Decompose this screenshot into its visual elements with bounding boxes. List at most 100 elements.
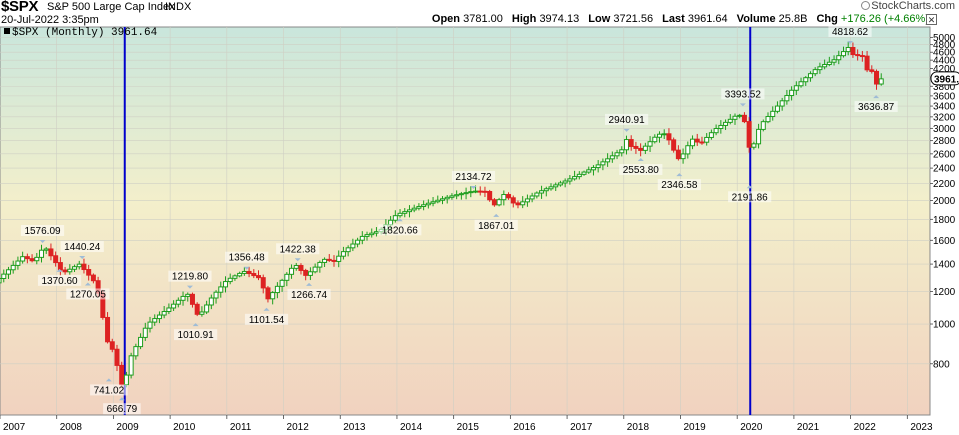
candle-body <box>524 198 530 203</box>
candle-body <box>694 138 700 143</box>
low-value: 3721.56 <box>613 13 654 25</box>
candle-body <box>657 133 663 138</box>
candle-body <box>874 70 880 85</box>
candle-body <box>473 190 479 193</box>
y-tick-label: 3400 <box>933 102 956 113</box>
x-tick-label: 2017 <box>570 422 593 433</box>
x-tick-label: 2016 <box>513 422 536 433</box>
candle-body <box>161 311 167 316</box>
candle-body <box>609 155 615 160</box>
candle-body <box>81 263 87 271</box>
annotation-bg <box>60 241 104 253</box>
candle-body <box>661 133 667 136</box>
candle-body <box>232 275 238 279</box>
candle-body <box>284 273 290 281</box>
candle-body <box>336 255 342 262</box>
y-tick-label: 2200 <box>933 179 956 190</box>
candle-body <box>468 191 474 194</box>
candle-body <box>185 293 191 297</box>
annotation-pointer <box>637 158 644 162</box>
brand-label: StockCharts.com <box>871 0 955 12</box>
annotation-label: 1370.60 <box>41 276 78 287</box>
candle-body <box>289 267 295 275</box>
candle-body <box>501 194 507 201</box>
x-tick-label: 2021 <box>797 422 820 433</box>
annotation-bg <box>378 224 422 236</box>
series-legend: $SPX (Monthly) 3961.64 <box>4 27 157 39</box>
annotation-label: 1440.24 <box>64 242 101 253</box>
quote-date: 20-Jul-2022 3:35pm <box>1 14 99 26</box>
x-tick-label: 2008 <box>60 422 83 433</box>
annotation-label: 3636.87 <box>858 102 895 113</box>
candle-body <box>770 110 776 118</box>
annotation-pointer <box>294 258 301 262</box>
y-tick-label: 4200 <box>933 64 956 75</box>
candle-body <box>0 277 2 284</box>
candle-body <box>76 263 82 268</box>
candle-body <box>807 73 813 79</box>
annotation-label: 1576.09 <box>24 226 61 237</box>
candle-body <box>241 270 247 274</box>
x-axis: 2007 2008 2009 2010 2011 2012 2013 2014 2015 2016… <box>0 415 933 433</box>
annotation-label: 2134.72 <box>455 172 492 183</box>
brand-watermark[interactable]: StockCharts.com <box>861 0 955 12</box>
candle-body <box>826 61 832 66</box>
candle-body <box>836 55 842 61</box>
grid <box>0 27 930 415</box>
candle-body <box>322 258 328 263</box>
y-tick-label: 5000 <box>933 33 956 44</box>
candle-body <box>463 192 469 195</box>
candle-body <box>444 196 450 200</box>
annotations: 1576.09 1370.60 1440.24 1270.05 741.02 666.79… <box>20 25 898 415</box>
candle-body <box>557 182 563 186</box>
candle-body <box>487 191 493 201</box>
y-tick-label: 3200 <box>933 112 956 123</box>
annotation-label: 666.79 <box>107 404 138 415</box>
candle-body <box>34 256 40 262</box>
annotation-pointer <box>847 40 854 44</box>
candle-body <box>293 265 299 269</box>
last-value: 3961.64 <box>687 13 728 25</box>
close-icon[interactable]: ✕ <box>926 14 937 25</box>
candle-body <box>222 281 228 288</box>
candle-body <box>855 54 861 57</box>
annotation-pointer <box>118 397 125 401</box>
candle-body <box>331 259 337 262</box>
x-tick-label: 2022 <box>854 422 877 433</box>
y-axis: 800 1000 1200 1400 1600 1800 2000 2200 2400 2600 2… <box>930 33 959 370</box>
annotation-pointer <box>192 323 199 327</box>
annotation-label: 3393.52 <box>725 89 762 100</box>
candle-body <box>534 192 540 197</box>
candle-body <box>326 258 332 261</box>
last-label: Last <box>662 13 685 25</box>
x-tick-label: 2019 <box>683 422 706 433</box>
candle-body <box>562 180 568 184</box>
y-tick-label: 3800 <box>933 82 956 93</box>
candle-body <box>109 341 115 350</box>
ticker-symbol[interactable]: $SPX <box>1 0 39 15</box>
candle-body <box>666 133 672 141</box>
candle-body <box>10 264 16 271</box>
x-tick-label: 2012 <box>287 422 310 433</box>
candle-body <box>614 152 620 157</box>
legend-label: $SPX (Monthly) 3961.64 <box>12 27 158 39</box>
candle-body <box>24 256 30 260</box>
annotation-label: 4818.62 <box>832 27 869 38</box>
annotation-pointer <box>84 282 91 286</box>
candle-body <box>586 169 592 173</box>
candle-body <box>680 153 686 160</box>
candle-body <box>760 121 766 130</box>
candle-body <box>633 145 639 149</box>
annotation-bg <box>474 219 518 231</box>
candle-body <box>5 269 11 275</box>
annotation-label: 1010.91 <box>178 330 215 341</box>
candle-body <box>458 193 464 196</box>
candle-body <box>576 173 582 178</box>
candle-body <box>1 273 7 279</box>
annotation-bg <box>244 313 289 325</box>
candle-body <box>274 285 280 294</box>
annotation-bg <box>854 101 898 113</box>
candle-body <box>515 202 521 206</box>
candle-body <box>90 274 96 282</box>
